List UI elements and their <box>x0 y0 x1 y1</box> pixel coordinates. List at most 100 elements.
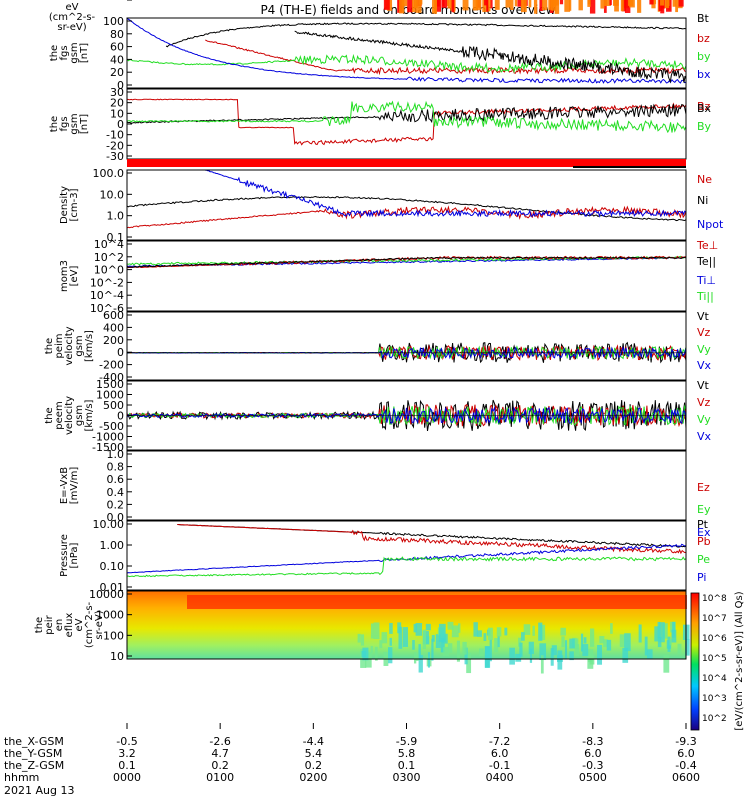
spectrogram-cell <box>401 0 408 7</box>
spectrogram-cell <box>425 623 431 631</box>
ephemeris-value: -5.9 <box>396 735 417 748</box>
trace-bz <box>126 98 687 146</box>
spectrogram-cell <box>666 640 672 649</box>
spectrogram-cell <box>496 627 502 637</box>
spectrogram-cell <box>603 639 608 648</box>
spectrogram-cell <box>603 0 608 6</box>
legend-bt: Bt <box>697 12 710 25</box>
y-tick-label: 80 <box>110 28 124 41</box>
y-tick-label: 0.2 <box>107 498 125 511</box>
ephemeris-value: -8.3 <box>582 735 603 748</box>
quality-bar <box>127 159 686 167</box>
legend-bx: Bx <box>697 102 712 115</box>
ephemeris-value: 0000 <box>113 771 141 784</box>
y-axis-label: thepeirenefluxeV(cm^2-s-sr-eV) <box>34 601 105 648</box>
spectrogram-cell <box>528 641 534 654</box>
ephemeris-value: -0.5 <box>116 735 137 748</box>
spectrogram-cell <box>574 644 580 657</box>
ephemeris-value: 0.1 <box>398 759 416 772</box>
y-tick-label: 0 <box>117 410 124 423</box>
spectrogram-cell <box>447 621 454 630</box>
ephemeris-value: 4.7 <box>211 747 229 760</box>
spectrogram-cell <box>370 645 373 653</box>
spectrogram-cell <box>621 0 627 12</box>
spectrogram-cell <box>539 643 547 661</box>
spectrogram-cell <box>540 655 544 674</box>
spectrogram-cell <box>375 646 378 661</box>
y-tick-label: 10000 <box>89 0 124 3</box>
y-axis-label: thepeerenefluxeV(cm^2-s-sr-eV) <box>49 0 96 33</box>
y-tick-label: 1.0 <box>107 210 125 223</box>
ephemeris-value: 0300 <box>393 771 421 784</box>
spectrogram-cell <box>569 638 575 649</box>
ephemeris-value: 6.0 <box>677 747 695 760</box>
spectrogram-cell <box>398 626 403 649</box>
legend-ti: Ti⊥ <box>696 274 716 287</box>
y-tick-label: 100 <box>103 15 124 28</box>
y-tick-label: -20 <box>106 139 124 152</box>
y-axis-label: thepeemvelocitygsm[km/s] <box>44 396 95 435</box>
legend-ti: Ti|| <box>696 290 714 303</box>
y-tick-label: 100.0 <box>93 167 125 180</box>
y-tick-label: 60 <box>110 41 124 54</box>
ephemeris-row-label: the_Y-GSM <box>4 747 62 760</box>
spectrogram-cell <box>412 0 416 13</box>
y-tick-label: -200 <box>99 359 124 372</box>
ephemeris-row-label: hhmm <box>4 771 39 784</box>
ephemeris-value: -9.3 <box>675 735 696 748</box>
colorbar-tick-label: 10^8 <box>702 594 727 604</box>
spectrogram-cell <box>619 634 625 647</box>
legend-te: Te|| <box>696 255 716 268</box>
ephemeris-value: -0.3 <box>582 759 603 772</box>
legend-bz: bz <box>697 32 710 45</box>
y-tick-label: -30 <box>106 150 124 163</box>
spectrogram-cell <box>438 623 446 643</box>
ephemeris-row-label: the_X-GSM <box>4 735 64 748</box>
spectrogram-cell <box>475 0 482 11</box>
y-tick-label: 0 <box>117 79 124 92</box>
spectrogram-cell <box>660 0 665 6</box>
trace-by <box>126 100 687 134</box>
panel-9: 10000 1000 100 10 thepeirenefluxeV(cm^2-s-sr… <box>34 588 690 674</box>
spectrogram-cell <box>477 630 482 637</box>
spectrogram-cell <box>554 0 560 14</box>
spectrogram-cell <box>357 633 361 643</box>
spectrogram-cell <box>434 0 438 14</box>
spectrogram-cell <box>548 0 553 10</box>
y-tick-label: 0.6 <box>107 473 125 486</box>
y-tick-label: 10 <box>110 0 124 3</box>
spectrogram-cell <box>646 649 653 659</box>
spectrogram-cell <box>388 647 393 664</box>
spectrogram-cell <box>672 621 676 638</box>
spectrogram-cell <box>436 0 442 12</box>
spectrogram-cell <box>418 655 423 673</box>
spectrogram-cell <box>606 639 612 651</box>
spectrogram-cell <box>590 628 595 647</box>
spectrogram-cell <box>365 652 372 668</box>
panel-4: 10^410^210^010^-210^-410^-6 mom3[eV] Te⊥ Te… <box>59 238 718 315</box>
spectrogram-cell <box>399 0 405 14</box>
y-tick-label: 10000 <box>89 588 124 601</box>
panel-10: 10000100010010thepeerenefluxeV(cm^2-s-sr… <box>49 0 684 33</box>
ephemeris-value: 0500 <box>579 771 607 784</box>
spectrogram-cell <box>456 640 460 662</box>
y-tick-label: 0 <box>117 118 124 131</box>
spectrogram-cell <box>654 626 659 642</box>
legend-pt: Pt <box>697 518 709 531</box>
ephemeris-value: 6.0 <box>491 747 509 760</box>
legend-vt: Vt <box>697 379 710 392</box>
colorbar-tick-label: 10^7 <box>702 614 727 624</box>
spectrogram-cell <box>402 627 409 647</box>
data-quality-strip <box>127 159 686 168</box>
colorbar-tick-label: 10^6 <box>702 634 727 644</box>
spectrogram-cell <box>381 632 388 644</box>
legend-by: by <box>697 50 711 63</box>
trace-te-para <box>126 256 687 268</box>
spectrogram-cell <box>569 0 572 11</box>
spectrogram-cell <box>494 638 499 653</box>
trace-bx <box>126 103 687 124</box>
spectrogram-cell <box>550 648 554 666</box>
spectrogram-cell <box>541 0 548 11</box>
